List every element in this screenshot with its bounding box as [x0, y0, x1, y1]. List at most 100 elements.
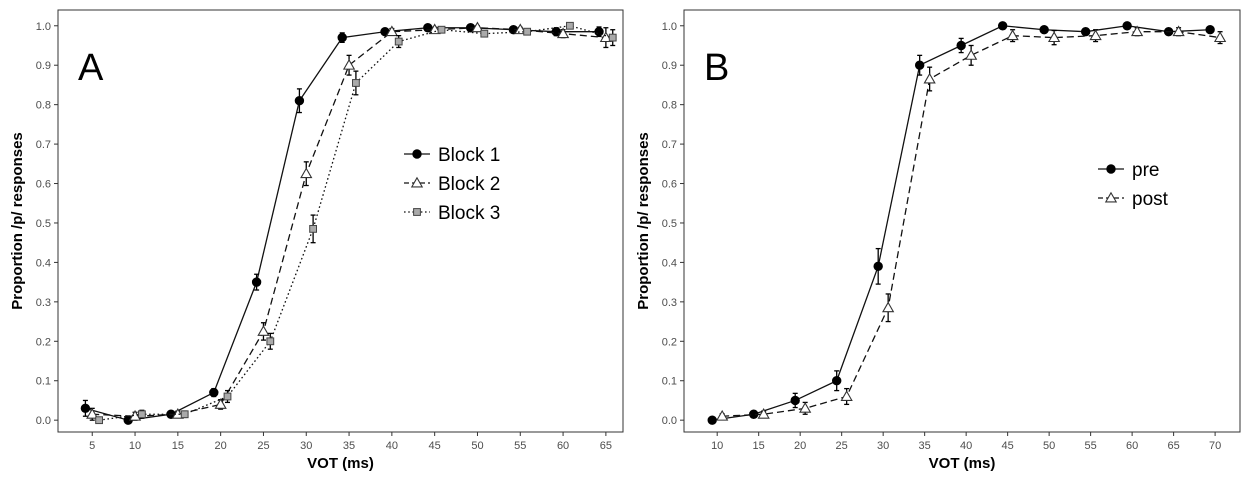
data-point: [257, 325, 270, 336]
data-point: [385, 25, 399, 37]
x-tick-label: 25: [257, 440, 269, 452]
y-tick-label: 0.7: [662, 139, 677, 151]
data-point: [394, 37, 403, 46]
data-point: [480, 29, 489, 38]
x-tick-label: 15: [172, 440, 184, 452]
data-point: [707, 415, 717, 425]
legend-key-marker: [410, 176, 424, 188]
data-point: [799, 402, 812, 413]
y-tick-label: 0.2: [36, 336, 51, 348]
x-tick-label: 15: [753, 440, 765, 452]
x-tick-label: 60: [557, 440, 569, 452]
x-tick-label: 10: [711, 440, 723, 452]
y-tick-label: 0.5: [36, 218, 51, 230]
data-point: [1080, 26, 1091, 37]
y-tick-label: 0.1: [36, 376, 51, 388]
legend-key-marker: [1104, 191, 1118, 203]
series-block-3: [95, 21, 617, 425]
x-tick-label: 55: [1085, 440, 1097, 452]
x-tick-label: 50: [1043, 440, 1055, 452]
series-line: [85, 27, 600, 421]
panel-a: 0.0 0.1 0.2 0.3 0.4 0.5 0.6 0.7 0.8 0.9 1.0 5 10 15 20…: [9, 9, 624, 472]
x-tick-label: 10: [129, 440, 141, 452]
panel-label: B: [704, 47, 729, 89]
series-post: [716, 25, 1227, 421]
y-tick-label: 0.9: [36, 60, 51, 72]
data-point: [300, 167, 313, 179]
legend-key-marker: [1106, 164, 1116, 174]
data-point: [556, 27, 570, 39]
data-point: [997, 21, 1008, 31]
x-tick-label: 35: [919, 440, 931, 452]
panel-label: A: [78, 47, 104, 89]
data-point: [95, 416, 103, 425]
data-point: [1172, 25, 1185, 37]
y-tick-label: 0.9: [662, 60, 677, 72]
x-tick-label: 70: [1209, 440, 1221, 452]
data-point: [790, 395, 800, 406]
data-point: [80, 403, 91, 414]
x-tick-label: 30: [300, 440, 312, 452]
data-point: [352, 79, 360, 87]
data-point: [180, 410, 189, 419]
data-point: [594, 26, 604, 37]
data-point: [923, 72, 936, 84]
data-point: [471, 21, 484, 33]
y-tick-label: 0.5: [662, 218, 677, 230]
legend-label: pre: [1132, 160, 1159, 181]
x-tick-label: 25: [836, 440, 848, 452]
data-point: [757, 407, 770, 419]
data-point: [437, 25, 446, 34]
data-point: [294, 96, 305, 106]
x-tick-label: 20: [215, 440, 227, 452]
x-tick-label: 40: [960, 440, 972, 452]
y-tick-label: 0.6: [36, 179, 51, 191]
data-point: [1047, 31, 1061, 43]
data-point: [523, 27, 532, 36]
plot-frame: [57, 9, 624, 433]
panel-b: 0.0 0.1 0.2 0.3 0.4 0.5 0.6 0.7 0.8 0.9 1.0 10 15 20 2…: [635, 9, 1241, 472]
legend-key-marker: [413, 208, 421, 216]
data-point: [831, 376, 842, 386]
x-tick-label: 45: [429, 440, 441, 452]
data-point: [86, 407, 99, 419]
data-point: [1205, 25, 1215, 35]
data-point: [873, 261, 883, 272]
y-tick-label: 0.2: [662, 336, 677, 348]
series-line: [92, 27, 606, 417]
y-tick-label: 0.6: [662, 179, 677, 191]
data-point: [566, 21, 574, 30]
data-point: [214, 398, 227, 409]
x-tick-label: 55: [514, 440, 526, 452]
y-tick-label: 0.3: [662, 297, 677, 309]
data-point: [914, 60, 925, 70]
data-point: [1039, 25, 1049, 35]
y-tick-label: 0.3: [36, 297, 51, 309]
y-tick-label: 0.4: [36, 257, 51, 269]
x-axis-title: VOT (ms): [929, 455, 996, 472]
y-axis-title: Proportion /p/ responses: [9, 132, 26, 310]
x-tick-label: 40: [386, 440, 398, 452]
data-point: [137, 410, 146, 419]
plot-frame: [683, 9, 1241, 433]
x-tick-label: 65: [1167, 440, 1179, 452]
data-point: [956, 40, 966, 51]
data-point: [209, 387, 219, 398]
series-pre: [707, 21, 1215, 425]
legend-key-marker: [412, 149, 422, 159]
data-point: [1122, 21, 1132, 31]
y-tick-label: 0.7: [36, 139, 51, 151]
y-tick-label: 0.1: [662, 376, 677, 388]
data-point: [608, 33, 617, 42]
series-block-2: [86, 21, 613, 421]
data-point: [342, 58, 356, 70]
x-axis-title: VOT (ms): [307, 455, 374, 472]
x-tick-label: 50: [471, 440, 483, 452]
series-line: [722, 31, 1221, 417]
data-point: [1213, 31, 1227, 43]
data-point: [964, 49, 978, 60]
x-tick-label: 20: [794, 440, 806, 452]
data-point: [840, 390, 853, 401]
